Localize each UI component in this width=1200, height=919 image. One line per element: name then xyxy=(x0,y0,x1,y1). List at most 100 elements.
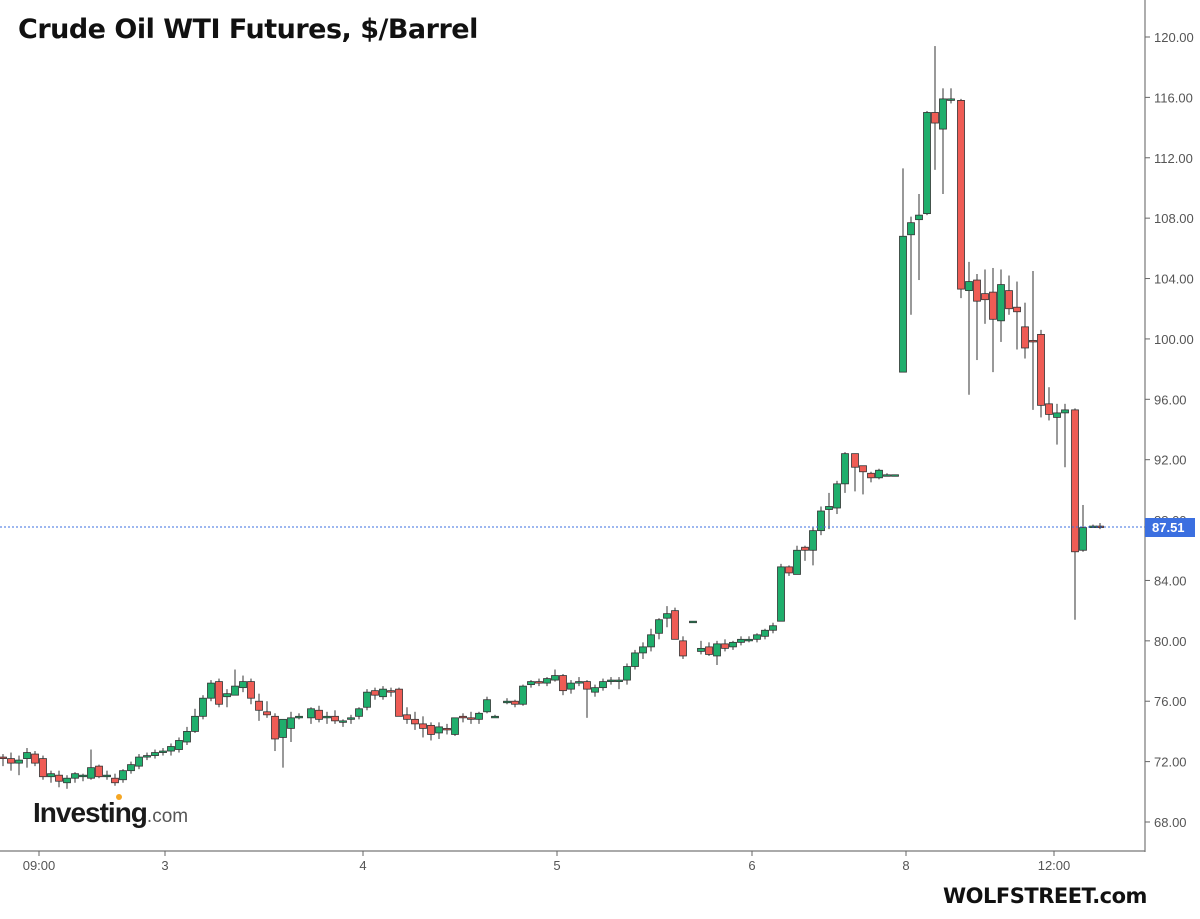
y-tick-label: 80.00 xyxy=(1154,634,1187,649)
candle xyxy=(973,274,981,361)
candle xyxy=(427,722,435,741)
y-tick-label: 68.00 xyxy=(1154,815,1187,830)
candle xyxy=(965,261,973,395)
candle xyxy=(215,678,223,708)
candle xyxy=(279,718,287,768)
candle xyxy=(891,474,899,477)
candle xyxy=(151,749,159,759)
candle xyxy=(355,707,363,720)
candle xyxy=(371,687,379,700)
candle xyxy=(199,695,207,720)
candle xyxy=(769,622,777,634)
candle xyxy=(867,471,875,483)
candle xyxy=(255,693,263,721)
candle xyxy=(1045,387,1053,421)
candle xyxy=(543,677,551,687)
candle xyxy=(583,680,591,718)
candle xyxy=(403,707,411,724)
candle xyxy=(801,545,809,561)
candle xyxy=(899,168,907,373)
candle xyxy=(287,711,295,742)
candle xyxy=(55,770,63,788)
candle xyxy=(753,633,761,643)
candle xyxy=(705,642,713,656)
candle xyxy=(175,737,183,753)
chart-title: Crude Oil WTI Futures, $/Barrel xyxy=(18,14,478,45)
candle xyxy=(761,628,769,640)
candle xyxy=(567,680,575,694)
candle xyxy=(503,698,511,705)
candle xyxy=(519,684,527,706)
candle xyxy=(875,468,883,480)
candle xyxy=(119,769,127,783)
x-tick-label: 3 xyxy=(161,858,168,873)
y-tick-label: 100.00 xyxy=(1154,332,1194,347)
candle xyxy=(135,754,143,770)
candle xyxy=(663,606,671,628)
candle xyxy=(315,705,323,723)
candle xyxy=(247,678,255,705)
candle xyxy=(307,707,315,724)
candle xyxy=(851,453,859,492)
candle xyxy=(395,687,403,717)
candle xyxy=(239,675,247,693)
candle xyxy=(435,722,443,739)
logo-suffix: .com xyxy=(146,806,189,827)
logo-name: Investing xyxy=(33,797,148,828)
candle xyxy=(475,711,483,724)
candle xyxy=(939,88,947,194)
candle xyxy=(721,639,729,652)
candle xyxy=(511,699,519,708)
candle xyxy=(295,713,303,720)
candle xyxy=(559,674,567,696)
candle xyxy=(443,723,451,735)
x-tick-label: 12:00 xyxy=(1038,858,1071,873)
candle xyxy=(483,696,491,714)
candle xyxy=(809,527,817,566)
candle xyxy=(647,628,655,652)
candle xyxy=(347,714,355,724)
candle xyxy=(231,669,239,696)
y-tick-label: 112.00 xyxy=(1154,151,1193,166)
candle xyxy=(947,88,955,104)
candle xyxy=(103,770,111,780)
x-tick-label: 09:00 xyxy=(23,858,56,873)
candle xyxy=(111,773,119,786)
candle xyxy=(655,618,663,640)
candle xyxy=(411,711,419,730)
candle xyxy=(607,677,615,685)
candle xyxy=(535,678,543,687)
candle xyxy=(785,565,793,576)
x-tick-label: 8 xyxy=(902,858,909,873)
candle xyxy=(697,640,705,655)
candle xyxy=(841,452,849,493)
candle xyxy=(87,749,95,780)
candle xyxy=(1029,270,1037,410)
candle xyxy=(957,98,965,299)
candle xyxy=(127,761,135,774)
candle xyxy=(0,754,7,767)
candle xyxy=(623,663,631,685)
candle xyxy=(339,719,347,727)
candle xyxy=(31,751,39,767)
candle xyxy=(575,677,583,687)
y-tick-label: 108.00 xyxy=(1154,211,1194,226)
candle xyxy=(883,473,891,477)
y-tick-label: 76.00 xyxy=(1154,694,1187,709)
candle xyxy=(997,269,1005,342)
candle xyxy=(1005,275,1013,315)
candle xyxy=(263,701,271,718)
candle xyxy=(981,269,989,324)
candle xyxy=(143,752,151,761)
candle xyxy=(639,642,647,659)
y-tick-label: 84.00 xyxy=(1154,573,1187,588)
y-axis-ticks: 68.0072.0076.0080.0084.0088.0092.0096.00… xyxy=(1145,30,1194,830)
candle xyxy=(745,636,753,643)
candle xyxy=(467,711,475,724)
candle xyxy=(793,545,801,575)
candle xyxy=(859,465,867,495)
candle xyxy=(183,726,191,746)
candle xyxy=(1053,403,1061,445)
x-tick-label: 6 xyxy=(748,858,755,873)
